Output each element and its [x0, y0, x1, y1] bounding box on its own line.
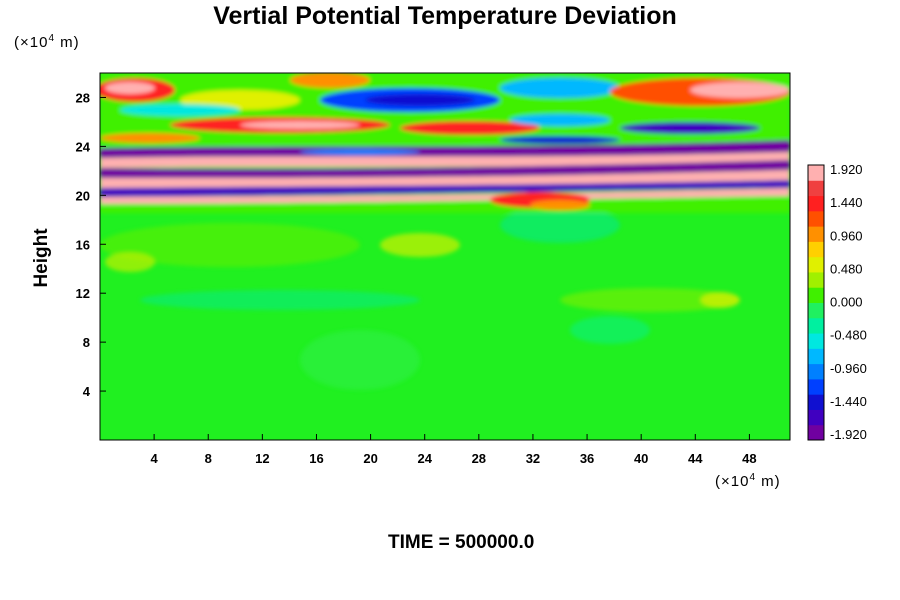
colorbar-swatch: [808, 363, 824, 380]
plot-frame: [99, 72, 791, 441]
y-tick-label: 24: [76, 139, 91, 154]
colorbar-swatch: [808, 333, 824, 349]
colorbar-swatch: [808, 210, 824, 227]
x-tick-label: 20: [363, 451, 377, 466]
x-tick-label: 24: [417, 451, 432, 466]
x-tick-label: 16: [309, 451, 323, 466]
colorbar-label: -1.440: [830, 394, 867, 409]
colorbar-swatch: [808, 287, 824, 303]
colorbar-swatch: [808, 378, 824, 395]
colorbar-swatch: [808, 302, 824, 319]
x-tick-label: 4: [151, 451, 159, 466]
colorbar-label: 0.480: [830, 261, 863, 276]
y-tick-label: 12: [76, 286, 90, 301]
y-tick-label: 20: [76, 188, 90, 203]
colorbar-label: 0.000: [830, 295, 863, 310]
colorbar-swatch: [808, 271, 824, 288]
colorbar-label: -0.960: [830, 361, 867, 376]
y-tick-label: 16: [76, 237, 90, 252]
x-tick-label: 12: [255, 451, 269, 466]
y-tick-label: 8: [83, 335, 90, 350]
x-tick-label: 44: [688, 451, 703, 466]
x-tick-label: 8: [205, 451, 212, 466]
y-axis-unit: (×104 m): [14, 33, 80, 51]
colorbar-frame: [807, 164, 825, 441]
colorbar-label: 0.960: [830, 228, 863, 243]
chart-title: Vertial Potential Temperature Deviation: [213, 2, 677, 30]
colorbar-swatch: [808, 424, 824, 441]
colorbar-swatch: [808, 165, 824, 181]
colorbar-swatch: [808, 241, 824, 258]
colorbar-swatch: [808, 317, 824, 334]
colorbar-label: 1.440: [830, 195, 863, 210]
y-tick-label: 28: [76, 90, 90, 105]
y-axis-ticks: 4 8 12 16 20 24 28: [76, 90, 106, 399]
colorbar-swatch: [808, 195, 824, 212]
colorbar-swatch: [808, 256, 824, 273]
colorbar-swatch: [808, 409, 824, 426]
x-tick-label: 36: [580, 451, 594, 466]
colorbar-swatch: [808, 348, 824, 365]
x-tick-label: 40: [634, 451, 648, 466]
colorbar-label: -1.920: [830, 427, 867, 442]
x-axis-ticks: 4 8 12 16 20 24 28 32 36 40 44 48: [151, 434, 757, 466]
x-tick-label: 48: [742, 451, 756, 466]
colorbar-label: -0.480: [830, 328, 867, 343]
heatmap-field: [100, 73, 790, 440]
y-tick-label: 4: [83, 384, 91, 399]
colorbar: 1.920 1.440 0.960 0.480 0.000 -0.480 -0.960 -1.…: [807, 162, 867, 442]
x-tick-label: 28: [472, 451, 486, 466]
colorbar-swatch: [808, 180, 824, 197]
x-tick-label: 32: [526, 451, 540, 466]
x-axis-unit: (×104 m): [715, 472, 781, 490]
colorbar-swatch: [808, 226, 824, 242]
colorbar-label: 1.920: [830, 162, 863, 177]
time-annotation: TIME = 500000.0: [388, 532, 535, 553]
colorbar-swatch: [808, 394, 824, 410]
